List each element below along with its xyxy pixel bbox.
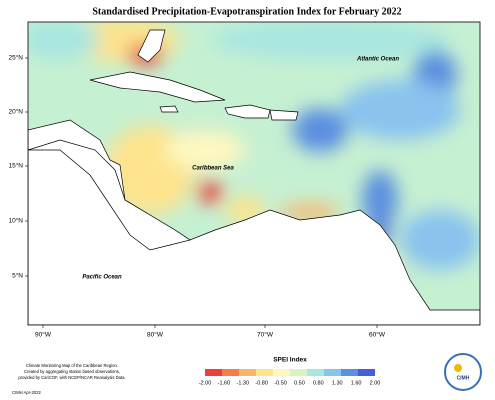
logo-ring [444, 353, 482, 391]
y-tick-label: 15°N [8, 162, 23, 170]
legend-swatch [205, 369, 222, 376]
logo-text: CIMH [457, 375, 470, 381]
x-tick-label: 90°W [35, 331, 52, 339]
y-tick-label: 20°N [8, 108, 23, 116]
legend-swatch [324, 369, 341, 376]
footnote-credit: CIMH Apr-2022 [12, 390, 42, 395]
place-label: Atlantic Ocean [356, 57, 399, 63]
x-tick-label: 70°W [257, 331, 274, 339]
legend-swatch [341, 369, 358, 376]
legend-tick-label: -2.00 [199, 380, 212, 386]
spei-field [28, 22, 480, 310]
axes: 90°W 80°W 70°W 60°W 25°N 20°N 15°N 10°N 5°N [8, 54, 385, 339]
x-tick-label: 60°W [369, 331, 386, 339]
legend-swatch [358, 369, 375, 376]
footnote-line: Climate Monitoring Map of the Caribbean … [26, 363, 118, 368]
legend-tick-label: 2.00 [370, 380, 381, 386]
footnote-line: provided by CariCOF, with NCEP/NCAR Rean… [18, 375, 125, 380]
legend-swatch [273, 369, 290, 376]
legend-swatch [239, 369, 256, 376]
map: Atlantic Ocean Caribbean Sea Pacific Oce… [28, 22, 480, 325]
legend-swatch [256, 369, 273, 376]
y-tick-label: 10°N [8, 217, 23, 225]
legend-tick-label: 1.30 [332, 380, 343, 386]
legend-tick-label: 0.80 [313, 380, 324, 386]
footnote: Climate Monitoring Map of the Caribbean … [12, 363, 126, 395]
x-tick-label: 80°W [147, 331, 164, 339]
legend-title: SPEI Index [273, 357, 307, 364]
footnote-line: Created by aggregating station based obs… [24, 369, 120, 374]
legend-tick-label: -0.50 [274, 380, 287, 386]
y-tick-label: 25°N [8, 54, 23, 62]
map-title: Standardised Precipitation-Evapotranspir… [92, 6, 401, 17]
legend-swatch [290, 369, 307, 376]
legend-tick-label: -0.80 [255, 380, 268, 386]
legend-swatch [222, 369, 239, 376]
y-tick-label: 5°N [12, 272, 23, 280]
legend-tick-label: -1.60 [218, 380, 231, 386]
legend-tick-label: -1.30 [237, 380, 250, 386]
place-label: Pacific Ocean [82, 275, 122, 281]
logo-sun [454, 364, 462, 372]
legend: -2.00 -1.60 -1.30 -0.80 -0.50 0.50 0.80 1.30 1.6… [199, 369, 381, 386]
logo: CIMH [444, 353, 482, 391]
legend-swatch [307, 369, 324, 376]
legend-tick-label: 0.50 [294, 380, 305, 386]
legend-tick-label: 1.60 [351, 380, 362, 386]
place-label: Caribbean Sea [192, 166, 234, 172]
land [28, 29, 480, 325]
map-frame [27, 21, 481, 326]
